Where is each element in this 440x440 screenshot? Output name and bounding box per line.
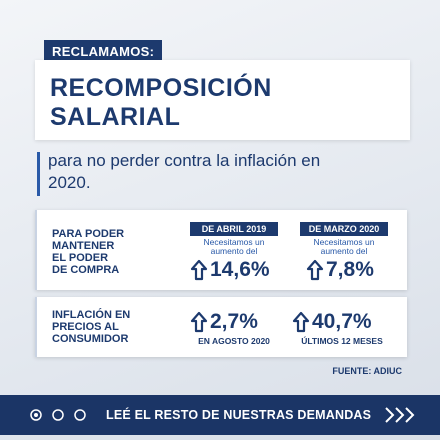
tag: RECLAMAMOS: (44, 40, 163, 63)
stat-value: 14,6% (190, 258, 278, 282)
subtitle: para no perder contra la inflación en 20… (48, 150, 320, 194)
stat-heading: DE ABRIL 2019 (190, 222, 278, 236)
panel (35, 297, 407, 357)
stat-note: Necesitamos un aumento del (190, 238, 278, 256)
page-dots (30, 409, 86, 421)
label-line: DE COMPRA (52, 264, 120, 276)
stat: DE MARZO 2020 Necesitamos un aumento del… (300, 222, 388, 282)
accent-bar (37, 152, 40, 196)
note-line: Necesitamos un (313, 237, 375, 247)
up-arrow (306, 259, 324, 281)
subtitle-line: 2020. (48, 173, 91, 192)
up-arrow (292, 311, 310, 333)
title-line: RECOMPOSICIÓN (50, 74, 272, 102)
note-line: aumento del (320, 246, 368, 256)
label-line: PRECIOS AL (52, 321, 119, 333)
panel-label: PARA PODER MANTENER EL PODER DE COMPRA (52, 228, 124, 276)
stat: 40,7% ÚLTIMOS 12 MESES (292, 310, 392, 346)
stat-value: 7,8% (300, 258, 388, 282)
stat-value: 40,7% (292, 310, 392, 334)
stat-caption: EN AGOSTO 2020 (198, 336, 270, 346)
label-line: MANTENER (52, 240, 115, 252)
footer-bar[interactable]: LEÉ EL RESTO DE NUESTRAS DEMANDAS (0, 395, 440, 435)
up-arrow (190, 259, 208, 281)
value-text: 2,7% (210, 310, 258, 333)
stat-caption: ÚLTIMOS 12 MESES (301, 336, 383, 346)
stat-heading: DE MARZO 2020 (300, 222, 388, 236)
chevrons[interactable] (383, 405, 417, 425)
subtitle-line: para no perder contra la inflación en (48, 151, 321, 170)
title-box (35, 60, 410, 140)
call-to-action[interactable]: LEÉ EL RESTO DE NUESTRAS DEMANDAS (106, 408, 372, 422)
stat: 2,7% EN AGOSTO 2020 (184, 310, 284, 346)
label-line: INFLACIÓN EN (52, 309, 131, 321)
note-line: aumento del (210, 246, 258, 256)
source: FUENTE: ADIUC (332, 366, 402, 376)
panel-label: INFLACIÓN EN PRECIOS AL CONSUMIDOR (52, 309, 130, 345)
label-line: EL PODER (52, 252, 109, 264)
value-text: 14,6% (210, 258, 270, 281)
value-text: 40,7% (312, 310, 372, 333)
up-arrow (190, 311, 208, 333)
stat: DE ABRIL 2019 Necesitamos un aumento del… (190, 222, 278, 282)
note-line: Necesitamos un (203, 237, 265, 247)
title: RECOMPOSICIÓN SALARIAL (50, 74, 272, 132)
label-line: CONSUMIDOR (52, 333, 129, 345)
stat-note: Necesitamos un aumento del (300, 238, 388, 256)
label-line: PARA PODER (52, 228, 125, 240)
stat-value: 2,7% (184, 310, 284, 334)
value-text: 7,8% (326, 258, 374, 281)
title-line: SALARIAL (50, 103, 181, 131)
